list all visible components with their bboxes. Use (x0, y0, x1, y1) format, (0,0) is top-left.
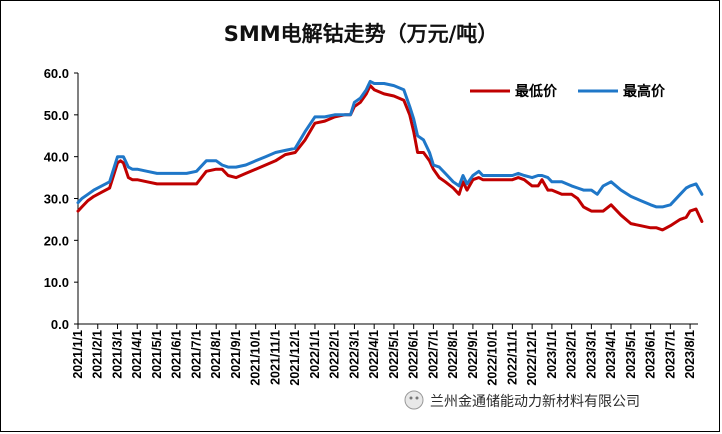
y-tick-label: 10.0 (44, 275, 69, 290)
y-tick-label: 50.0 (44, 108, 69, 123)
x-tick-label: 2023/3/1 (584, 330, 598, 379)
legend-label-high: 最高价 (623, 83, 666, 100)
series-line-high (76, 79, 704, 209)
x-tick-label: 2022/3/1 (347, 330, 361, 379)
x-tick-label: 2021/12/1 (288, 330, 302, 386)
x-tick-label: 2021/8/1 (209, 330, 223, 379)
x-tick-label: 2022/5/1 (387, 330, 401, 379)
x-tick-label: 2022/11/1 (505, 330, 519, 385)
x-tick-label: 2022/4/1 (367, 330, 381, 379)
x-tick-label: 2021/10/1 (249, 330, 263, 386)
x-tick-label: 2021/5/1 (150, 330, 164, 379)
x-tick-label: 2022/9/1 (466, 330, 480, 379)
axes: 0.0 10.0 20.0 30.0 40.0 50.0 60.0 2021/1/1 2021/… (44, 66, 698, 386)
x-tick-label: 2021/4/1 (130, 330, 144, 379)
x-tick-label: 2023/5/1 (624, 330, 638, 379)
legend-label-low: 最低价 (515, 83, 558, 100)
x-tick-label: 2022/10/1 (486, 330, 500, 386)
series-lines (76, 79, 704, 232)
x-tick-label: 2022/1/1 (308, 330, 322, 379)
chart-title: SMM电解钴走势（万元/吨） (223, 22, 499, 46)
x-tick-label: 2023/7/1 (663, 330, 677, 379)
x-tick-label: 2022/6/1 (407, 330, 421, 379)
x-tick-label: 2022/2/1 (328, 330, 342, 379)
x-tick-label: 2022/7/1 (426, 330, 440, 379)
x-tick-label: 2022/12/1 (525, 330, 539, 386)
wechat-icon-eye-left (409, 396, 413, 400)
y-tick-label: 30.0 (44, 192, 69, 207)
x-tick-label: 2021/3/1 (110, 330, 124, 379)
x-tick-label: 2023/6/1 (644, 330, 658, 379)
legend: 最低价 最高价 (470, 83, 666, 100)
y-tick-label: 20.0 (44, 233, 69, 248)
x-tick-label: 2021/1/1 (71, 330, 85, 379)
series-line-low (76, 84, 704, 232)
x-tick-label: 2023/8/1 (683, 330, 697, 379)
x-tick-label: 2021/11/1 (268, 330, 282, 385)
x-tick-label: 2021/9/1 (229, 330, 243, 379)
x-tick-label: 2023/1/1 (545, 330, 559, 379)
wechat-icon-eye-right (415, 396, 419, 400)
y-tick-label: 60.0 (44, 66, 69, 81)
y-tick-label: 0.0 (51, 317, 69, 332)
y-tick-label: 40.0 (44, 150, 69, 165)
x-tick-label: 2021/2/1 (91, 330, 105, 379)
x-tick-label: 2023/2/1 (565, 330, 579, 379)
x-tick-label: 2023/4/1 (604, 330, 618, 379)
x-tick-label: 2022/8/1 (446, 330, 460, 379)
watermark: 兰州金通储能动力新材料有限公司 (404, 390, 640, 410)
x-tick-label: 2021/6/1 (170, 330, 184, 379)
wechat-icon (404, 390, 424, 410)
x-tick-label: 2021/7/1 (189, 330, 203, 379)
watermark-text: 兰州金通储能动力新材料有限公司 (430, 394, 640, 410)
